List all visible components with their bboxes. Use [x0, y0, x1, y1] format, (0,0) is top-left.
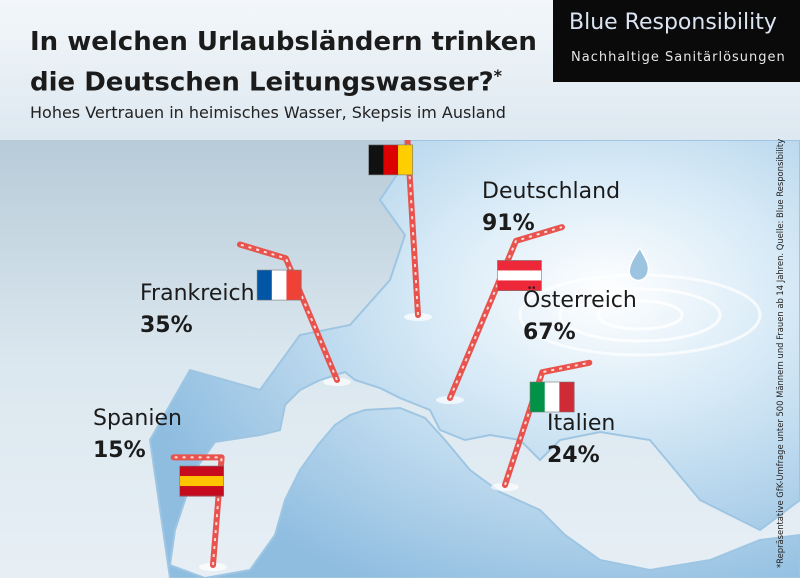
straw-sterreich	[436, 224, 565, 404]
title-line-2: die Deutschen Leitungswasser?	[30, 67, 494, 98]
brand-logo: Blue Responsibility Nachhaltige Sanitärl…	[553, 0, 800, 82]
straw-deutschland-stripes	[406, 140, 419, 316]
flag-stripe	[271, 270, 287, 301]
straw-spanien-tube	[170, 454, 225, 568]
flag-stripe	[559, 382, 575, 413]
straw-sterreich-stripes	[449, 226, 563, 399]
flag-stripe	[497, 270, 542, 281]
straw-spanien	[170, 454, 227, 571]
country-label: Spanien	[93, 406, 182, 431]
flag-stripe	[179, 486, 224, 497]
straw-frankreich-tube	[236, 241, 340, 383]
chart: Deutschland 91% Frankreich 35% Österreich 67%…	[0, 140, 800, 578]
straw-italien	[491, 359, 593, 491]
flag-stripe	[497, 260, 542, 271]
flag-stripe	[368, 144, 384, 175]
brand-name: Blue Responsibility	[569, 10, 777, 35]
flag-stripe	[544, 382, 560, 413]
page-title: In welchen Urlaubsländern trinken die De…	[30, 25, 550, 100]
flag-stripe	[286, 270, 302, 301]
straw-italien-tube	[502, 359, 593, 488]
value-label: 15%	[93, 438, 146, 463]
flag-deutschland	[368, 144, 414, 176]
label-layer: Deutschland 91% Frankreich 35% Österreich 67%…	[93, 179, 637, 468]
flag-border	[256, 269, 302, 301]
flag-stripe	[398, 144, 414, 175]
straw-deutschland	[368, 140, 432, 321]
brand-tagline: Nachhaltige Sanitärlösungen	[571, 50, 786, 65]
flag-border	[529, 381, 575, 413]
flag-stripe	[383, 144, 399, 175]
flag-sterreich	[497, 260, 542, 291]
flag-frankreich	[256, 269, 302, 301]
flag-stripe	[257, 270, 273, 301]
flag-stripe	[530, 382, 546, 413]
country-label: Italien	[547, 411, 615, 436]
straw-frankreich	[236, 241, 351, 386]
value-label: 24%	[547, 443, 600, 468]
water-europe-shape	[148, 140, 800, 578]
flag-stripe	[179, 476, 224, 487]
ripple-middle	[558, 287, 722, 343]
country-label: Österreich	[523, 287, 637, 313]
footnote: *Repräsentative GfK-Umfrage unter 500 Mä…	[775, 138, 785, 568]
water-drop-icon	[628, 246, 650, 282]
flag-stripe	[179, 466, 224, 477]
country-label: Deutschland	[482, 179, 620, 204]
page-subtitle: Hohes Vertrauen in heimisches Wasser, Sk…	[30, 103, 506, 122]
ripple-inner	[596, 299, 684, 331]
title-footnote-mark: *	[493, 66, 503, 85]
flag-italien	[529, 381, 575, 413]
flag-border	[368, 144, 413, 176]
title-line-1: In welchen Urlaubsländern trinken	[30, 27, 537, 57]
value-label: 67%	[523, 320, 576, 345]
value-label: 91%	[482, 211, 535, 236]
straw-layer	[170, 140, 593, 571]
flag-stripe	[497, 280, 542, 291]
flag-spanien	[179, 465, 225, 497]
flag-border	[497, 260, 542, 291]
value-label: 35%	[140, 313, 193, 338]
flag-border	[179, 465, 225, 497]
country-label: Frankreich	[140, 281, 255, 306]
